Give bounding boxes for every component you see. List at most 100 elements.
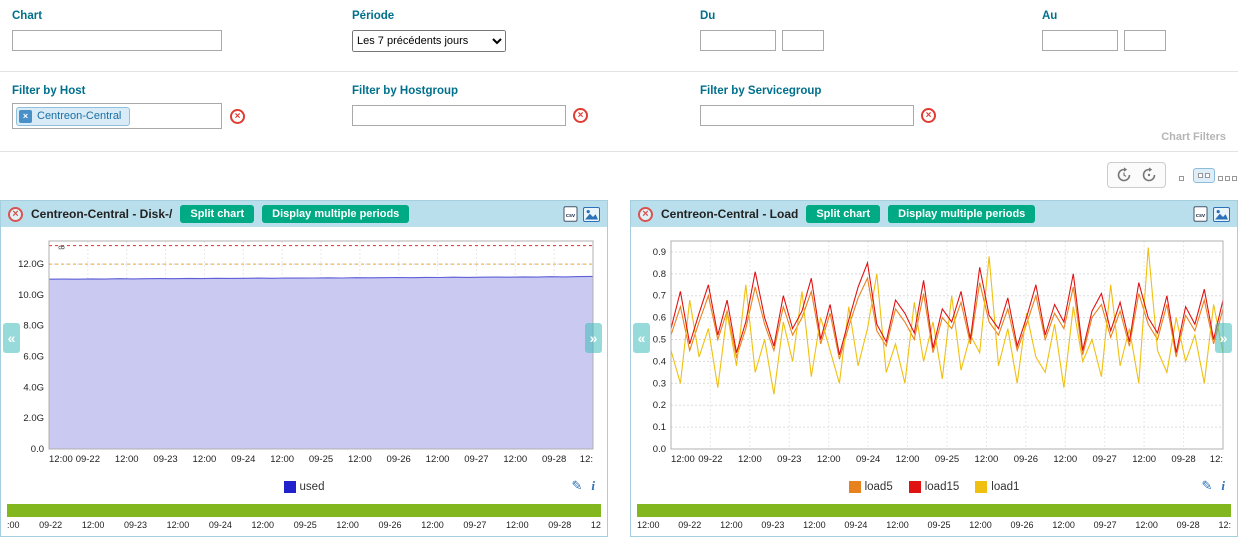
svg-text:09-25: 09-25	[309, 454, 333, 465]
brush-tick: 12:00	[1135, 520, 1158, 530]
export-image-icon[interactable]	[583, 207, 600, 222]
load-legend-row: load5 load15 load1 ✎ i	[631, 472, 1237, 502]
svg-text:0.6: 0.6	[653, 313, 666, 324]
disk-usage-chart[interactable]: 0.02.0G4.0G6.0G8.0G10.0G12.0G12:0009-221…	[5, 231, 601, 469]
three-column-icon	[1225, 176, 1230, 181]
svg-text:09-22: 09-22	[76, 454, 100, 465]
edit-chart-icon[interactable]: ✎	[571, 478, 582, 494]
close-panel-icon[interactable]: ×	[8, 207, 23, 222]
svg-text:10.0G: 10.0G	[18, 290, 44, 301]
au-time-input[interactable]	[1124, 30, 1166, 51]
svg-text:6.0G: 6.0G	[23, 352, 44, 363]
brush-tick: 09-28	[548, 520, 571, 530]
clear-hostgroup-filter-icon[interactable]: ×	[573, 108, 588, 123]
du-time-input[interactable]	[782, 30, 824, 51]
periode-select[interactable]: Les 7 précédents jours	[352, 30, 506, 52]
svg-text:12:00: 12:00	[671, 454, 695, 465]
legend-item-used[interactable]: used	[284, 481, 325, 493]
legend-swatch	[975, 481, 987, 493]
au-label: Au	[1042, 10, 1057, 22]
chart-filter-label: Chart	[12, 10, 42, 22]
chart-info-icon[interactable]: i	[591, 478, 595, 494]
scroll-left-button[interactable]: «	[633, 323, 650, 353]
remove-host-chip-icon[interactable]: ×	[19, 110, 32, 123]
panel-title: Centreon-Central - Disk-/	[31, 207, 172, 221]
svg-text:12:00: 12:00	[270, 454, 294, 465]
panel-title: Centreon-Central - Load	[661, 207, 798, 221]
svg-text:12:00: 12:00	[1132, 454, 1156, 465]
display-multiple-periods-button[interactable]: Display multiple periods	[262, 205, 409, 223]
chart-filters-section: Chart Période Les 7 précédents jours Du …	[0, 0, 1238, 152]
du-date-input[interactable]	[700, 30, 776, 51]
brush-tick: 09-22	[678, 520, 701, 530]
chart-panel-load: × Centreon-Central - Load Split chart Di…	[630, 200, 1238, 537]
scroll-right-button[interactable]: »	[1215, 323, 1232, 353]
brush-axis: 12:0009-2212:0009-2312:0009-2412:0009-25…	[631, 517, 1237, 530]
brush-tick: 09-27	[1094, 520, 1117, 530]
legend-item-load15[interactable]: load15	[909, 481, 960, 493]
split-chart-button[interactable]: Split chart	[180, 205, 254, 223]
layout-two-per-line-button[interactable]	[1193, 168, 1215, 183]
servicegroup-filter-input[interactable]	[700, 105, 914, 126]
brush-tick: 09-27	[463, 520, 486, 530]
close-panel-icon[interactable]: ×	[638, 207, 653, 222]
scroll-left-button[interactable]: «	[3, 323, 20, 353]
layout-one-per-line-button[interactable]	[1175, 172, 1188, 185]
timeline-brush[interactable]	[637, 504, 1231, 517]
chart-tools: ✎ i	[571, 478, 595, 494]
legend-swatch	[849, 481, 861, 493]
brush-tick: 09-26	[1011, 520, 1034, 530]
chart-view-toolbar	[0, 152, 1238, 200]
export-image-icon[interactable]	[1213, 207, 1230, 222]
two-column-icon	[1205, 173, 1210, 178]
svg-text:12:00: 12:00	[426, 454, 450, 465]
display-multiple-periods-button[interactable]: Display multiple periods	[888, 205, 1035, 223]
svg-text:12:00: 12:00	[348, 454, 372, 465]
export-csv-icon[interactable]: csv	[563, 206, 578, 222]
refresh-interval-icon[interactable]	[1141, 167, 1157, 183]
chart-legend: load5 load15 load1	[849, 481, 1020, 493]
clear-host-filter-icon[interactable]: ×	[230, 109, 245, 124]
svg-text:09-25: 09-25	[935, 454, 959, 465]
chart-search-input[interactable]	[12, 30, 222, 51]
svg-text:09-23: 09-23	[153, 454, 177, 465]
brush-tick: 12:00	[720, 520, 743, 530]
edit-chart-icon[interactable]: ✎	[1201, 478, 1212, 494]
host-chip[interactable]: × Centreon-Central	[16, 107, 130, 126]
auto-refresh-icon[interactable]	[1116, 167, 1132, 183]
filters-divider	[0, 71, 1238, 72]
load-chart[interactable]: 0.00.10.20.30.40.50.60.70.80.912:0009-22…	[635, 231, 1231, 469]
hostgroup-filter-input[interactable]	[352, 105, 566, 126]
svg-text:09-24: 09-24	[231, 454, 255, 465]
svg-text:12:00: 12:00	[896, 454, 920, 465]
svg-text:csv: csv	[566, 213, 576, 219]
split-chart-button[interactable]: Split chart	[806, 205, 880, 223]
disk-chart-area: 0.02.0G4.0G6.0G8.0G10.0G12.0G12:0009-221…	[1, 227, 607, 472]
au-date-input[interactable]	[1042, 30, 1118, 51]
svg-text:09-27: 09-27	[464, 454, 488, 465]
legend-item-load5[interactable]: load5	[849, 481, 893, 493]
svg-text:12:: 12:	[1210, 454, 1223, 465]
scroll-right-button[interactable]: »	[585, 323, 602, 353]
brush-tick: 12:00	[969, 520, 992, 530]
brush-tick: 12:00	[167, 520, 190, 530]
filter-by-hostgroup-label: Filter by Hostgroup	[352, 85, 458, 97]
legend-item-load1[interactable]: load1	[975, 481, 1019, 493]
host-filter-input[interactable]: × Centreon-Central	[12, 103, 222, 129]
brush-tick: 12:00	[421, 520, 444, 530]
svg-text:12:: 12:	[580, 454, 593, 465]
svg-text:09-23: 09-23	[777, 454, 801, 465]
svg-text:09-28: 09-28	[542, 454, 566, 465]
export-csv-icon[interactable]: csv	[1193, 206, 1208, 222]
chart-info-icon[interactable]: i	[1221, 478, 1225, 494]
svg-text:12.0G: 12.0G	[18, 259, 44, 270]
brush-tick: 09-25	[294, 520, 317, 530]
brush-tick: 09-26	[379, 520, 402, 530]
timeline-brush[interactable]	[7, 504, 601, 517]
svg-text:0.9: 0.9	[653, 247, 666, 258]
clear-servicegroup-filter-icon[interactable]: ×	[921, 108, 936, 123]
svg-text:12:00: 12:00	[738, 454, 762, 465]
du-label: Du	[700, 10, 715, 22]
brush-tick: 09-24	[209, 520, 232, 530]
layout-three-per-line-button[interactable]	[1214, 172, 1238, 185]
